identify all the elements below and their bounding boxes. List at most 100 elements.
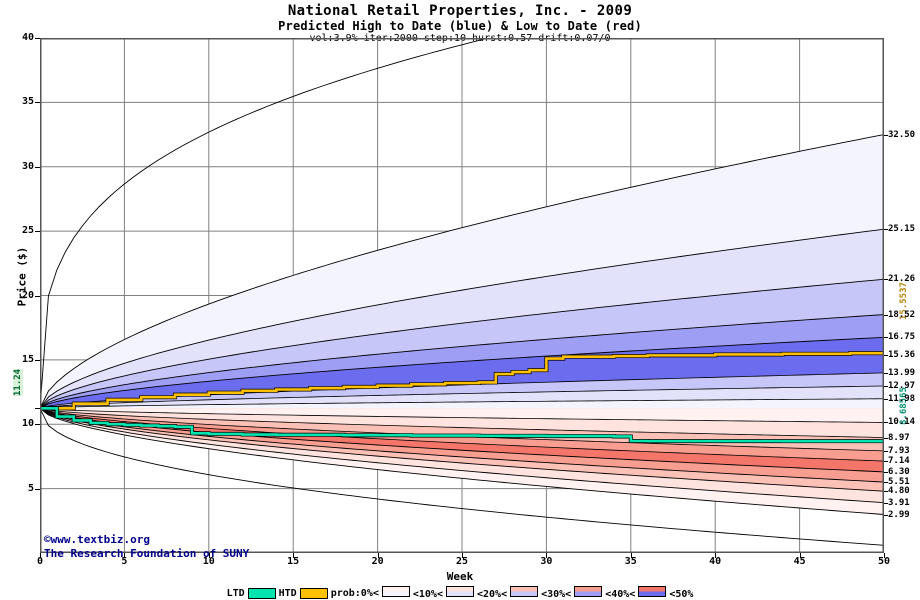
right-axis-tick xyxy=(884,314,888,316)
x-axis-tick xyxy=(377,553,379,558)
x-axis-tick xyxy=(40,553,41,558)
legend-band-swatches: <10%< <20%< <30%< <40%< <50% xyxy=(380,586,695,600)
x-axis-tick xyxy=(799,553,801,558)
right-axis-value-label: 10.14 xyxy=(888,417,916,428)
x-axis-tick xyxy=(208,553,210,558)
right-axis-value-label: 7.93 xyxy=(888,445,910,456)
y-axis-tick-label: 20 xyxy=(21,289,34,301)
x-axis-tick-label: 20 xyxy=(371,556,384,567)
legend: LTD HTD prob:0%< <10%< <20%< <30%< <40%< <50… xyxy=(0,586,920,600)
right-axis-value-label: 4.80 xyxy=(888,486,910,497)
right-axis-value-label: 12.97 xyxy=(888,381,916,391)
right-axis-value-label: 25.15 xyxy=(888,224,916,235)
right-axis-tick xyxy=(884,482,888,484)
x-axis-tick-label: 5 xyxy=(121,556,128,567)
x-axis-tick-label: 25 xyxy=(455,556,469,567)
y-axis-tick xyxy=(35,38,40,39)
legend-band-label-4: <40%< xyxy=(605,589,636,600)
x-axis-tick-label: 0 xyxy=(36,556,44,567)
x-axis-tick-label: 45 xyxy=(793,556,806,567)
right-axis-tick xyxy=(884,422,888,424)
x-axis-tick xyxy=(462,553,463,558)
y-axis-tick-label: 15 xyxy=(21,353,34,365)
credit-line-1: ©www.textbiz.org xyxy=(44,533,150,546)
right-axis-value-label: 21.26 xyxy=(888,274,916,285)
right-axis-value-label: 3.91 xyxy=(888,497,910,508)
y-axis-tick-label: 10 xyxy=(21,418,34,430)
y-axis-tick xyxy=(35,166,40,168)
legend-band-label-5: <50% xyxy=(669,589,694,600)
x-axis-tick xyxy=(884,553,885,558)
credit-line-2: The Research Foundation of SUNY xyxy=(44,547,250,560)
x-axis-tick-label: 40 xyxy=(709,556,722,567)
right-axis-tick xyxy=(884,502,888,504)
y-axis-tick xyxy=(35,295,40,297)
x-axis-tick xyxy=(630,553,632,558)
legend-ltd-label: LTD xyxy=(226,587,245,599)
right-axis-tick xyxy=(884,450,888,452)
legend-band-label-2: <20%< xyxy=(476,589,508,600)
legend-band-swatch-5 xyxy=(638,586,667,597)
legend-band-swatch-3 xyxy=(510,586,539,597)
right-axis-value-label: 8.97 xyxy=(888,432,910,443)
legend-band-label-1: <10%< xyxy=(412,589,443,600)
y-axis-tick xyxy=(35,488,40,490)
right-axis-value-label: 7.14 xyxy=(888,456,910,467)
x-axis-tick xyxy=(715,553,717,558)
y-axis-start-tick xyxy=(35,408,40,410)
x-axis-tick-label: 10 xyxy=(202,556,215,567)
y-axis-tick xyxy=(35,359,40,361)
right-axis-tick xyxy=(884,355,888,357)
right-axis-value-label: 11.98 xyxy=(888,393,916,404)
chart-title: National Retail Properties, Inc. - 2009 xyxy=(287,3,633,19)
right-axis-tick xyxy=(884,514,888,516)
y-axis-tick-label: 35 xyxy=(21,96,34,108)
y-axis-tick xyxy=(35,231,40,233)
right-axis-value-label: 15.36 xyxy=(888,350,916,361)
right-axis-value-label: 13.99 xyxy=(888,367,916,378)
right-axis-tick xyxy=(884,386,888,387)
x-axis-title: Week xyxy=(446,570,474,583)
legend-ltd-swatch xyxy=(247,587,276,599)
right-axis-value-label: 32.50 xyxy=(888,129,916,140)
y-axis-tick-label: 30 xyxy=(21,160,34,172)
y-axis-title: Price ($) xyxy=(15,246,29,307)
right-axis-tick xyxy=(884,398,888,400)
right-axis-tick xyxy=(884,461,888,463)
right-axis-value-label: 2.99 xyxy=(888,509,910,520)
right-axis-tick xyxy=(884,437,888,439)
x-axis-tick xyxy=(124,553,126,558)
right-axis-tick xyxy=(884,229,888,231)
x-axis-tick-label: 50 xyxy=(877,556,891,567)
right-axis-tick xyxy=(884,279,888,281)
start-price-label: 11.24 xyxy=(13,368,23,396)
x-axis-tick-label: 30 xyxy=(540,556,553,567)
y-axis-tick-label: 5 xyxy=(27,482,34,494)
x-axis-tick xyxy=(293,553,295,558)
legend-prob-label: prob:0%< xyxy=(330,587,379,599)
right-axis-tick xyxy=(884,134,888,136)
legend-band-swatch-2 xyxy=(445,586,474,597)
y-axis-tick-label: 40 xyxy=(21,32,34,43)
right-axis-tick xyxy=(884,337,888,339)
fan-chart-svg xyxy=(40,38,884,553)
x-axis-tick-label: 35 xyxy=(624,556,637,567)
right-axis-value-label: 16.75 xyxy=(888,332,916,343)
right-axis-tick xyxy=(884,491,888,493)
y-axis-tick-label: 25 xyxy=(21,225,34,237)
y-axis-tick xyxy=(35,424,40,426)
legend-band-label-3: <30%< xyxy=(541,589,572,600)
right-axis-value-label: 6.30 xyxy=(888,466,910,477)
right-axis-tick xyxy=(884,372,888,374)
right-axis-value-label: 18.52 xyxy=(888,309,916,320)
legend-htd-label: HTD xyxy=(278,587,297,599)
right-axis-tick xyxy=(884,471,888,473)
legend-band-swatch-4 xyxy=(574,586,603,597)
right-axis-value-label: 5.51 xyxy=(888,477,910,488)
x-axis-tick-label: 15 xyxy=(287,556,300,567)
legend-htd-swatch xyxy=(299,587,328,599)
plot-area xyxy=(40,38,884,553)
x-axis-tick xyxy=(546,553,548,558)
legend-band-swatch-1 xyxy=(381,586,410,597)
